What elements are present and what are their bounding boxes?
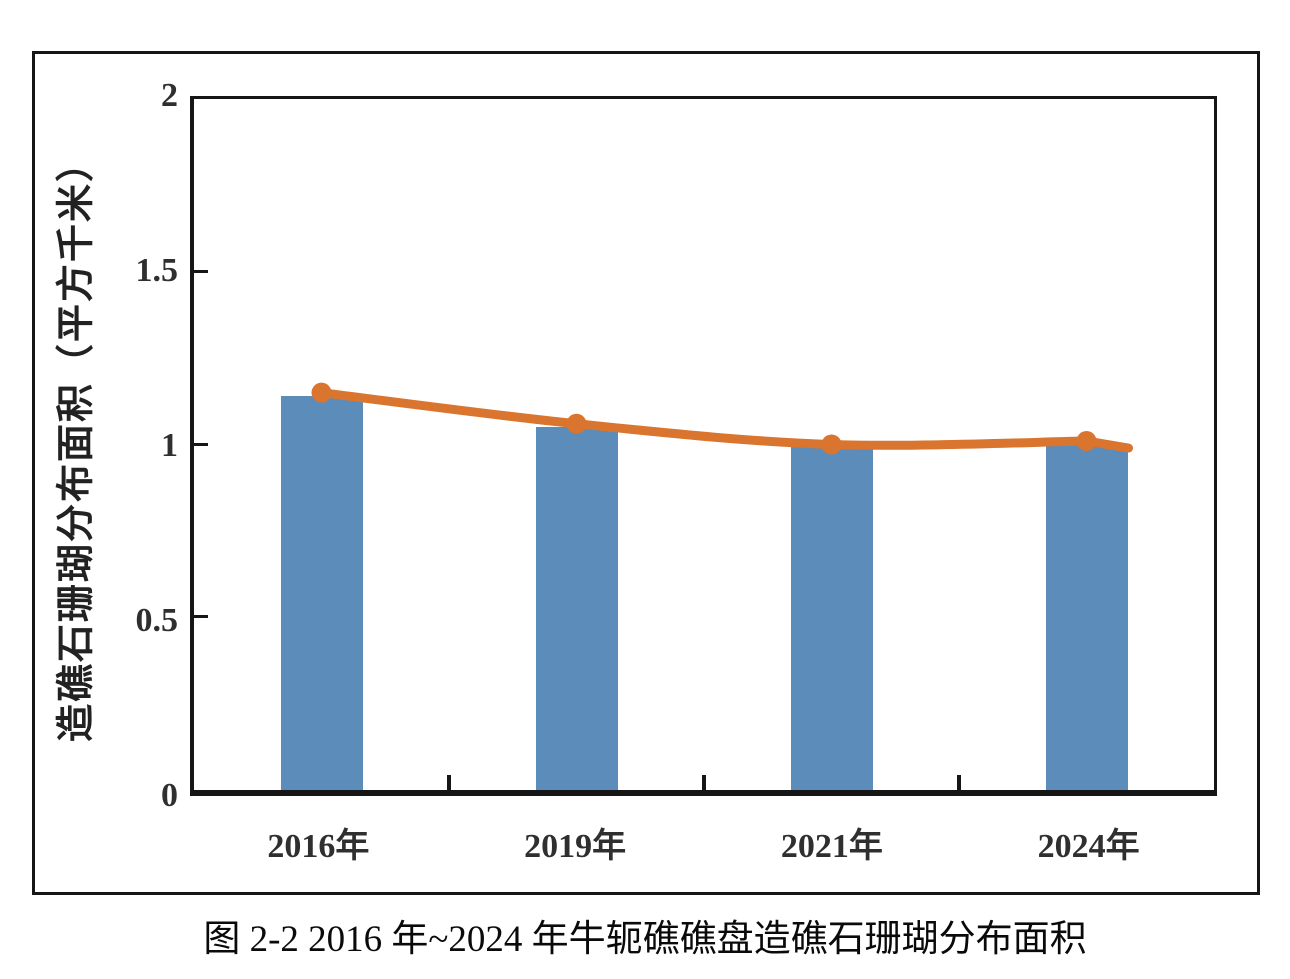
y-tick-label: 1: [161, 427, 178, 464]
chart-figure: 造礁石珊瑚分布面积（平方千米） 2 1.5 1 0.5 0 2016年 2019…: [32, 51, 1260, 895]
x-axis-tick-labels: 2016年 2019年 2021年 2024年: [190, 822, 1217, 872]
bar-2021年: [790, 444, 873, 790]
y-tick-label: 0.5: [135, 602, 179, 639]
bar-series: [194, 99, 1214, 790]
figure-caption: 图 2-2 2016 年~2024 年牛轭礁礁盘造礁石珊瑚分布面积: [203, 919, 1087, 960]
y-tick-label: 1.5: [135, 252, 179, 289]
x-tick-label: 2024年: [1037, 828, 1140, 865]
y-tick-mark: [194, 615, 208, 619]
y-tick-mark: [194, 442, 208, 446]
bar-2019年: [535, 427, 618, 790]
y-tick-label: 0: [161, 777, 178, 814]
y-tick-label: 2: [161, 77, 178, 114]
x-tick-mark: [702, 775, 706, 790]
y-axis-tick-labels: 2 1.5 1 0.5 0: [35, 54, 179, 892]
x-tick-label: 2016年: [267, 828, 370, 865]
x-tick-label: 2019年: [524, 828, 627, 865]
bar-2016年: [280, 396, 363, 790]
bar-2024年: [1045, 444, 1128, 790]
x-tick-label: 2021年: [780, 828, 883, 865]
y-tick-mark: [194, 269, 208, 273]
x-tick-mark: [957, 775, 961, 790]
x-tick-mark: [447, 775, 451, 790]
plot-area: [190, 96, 1217, 796]
